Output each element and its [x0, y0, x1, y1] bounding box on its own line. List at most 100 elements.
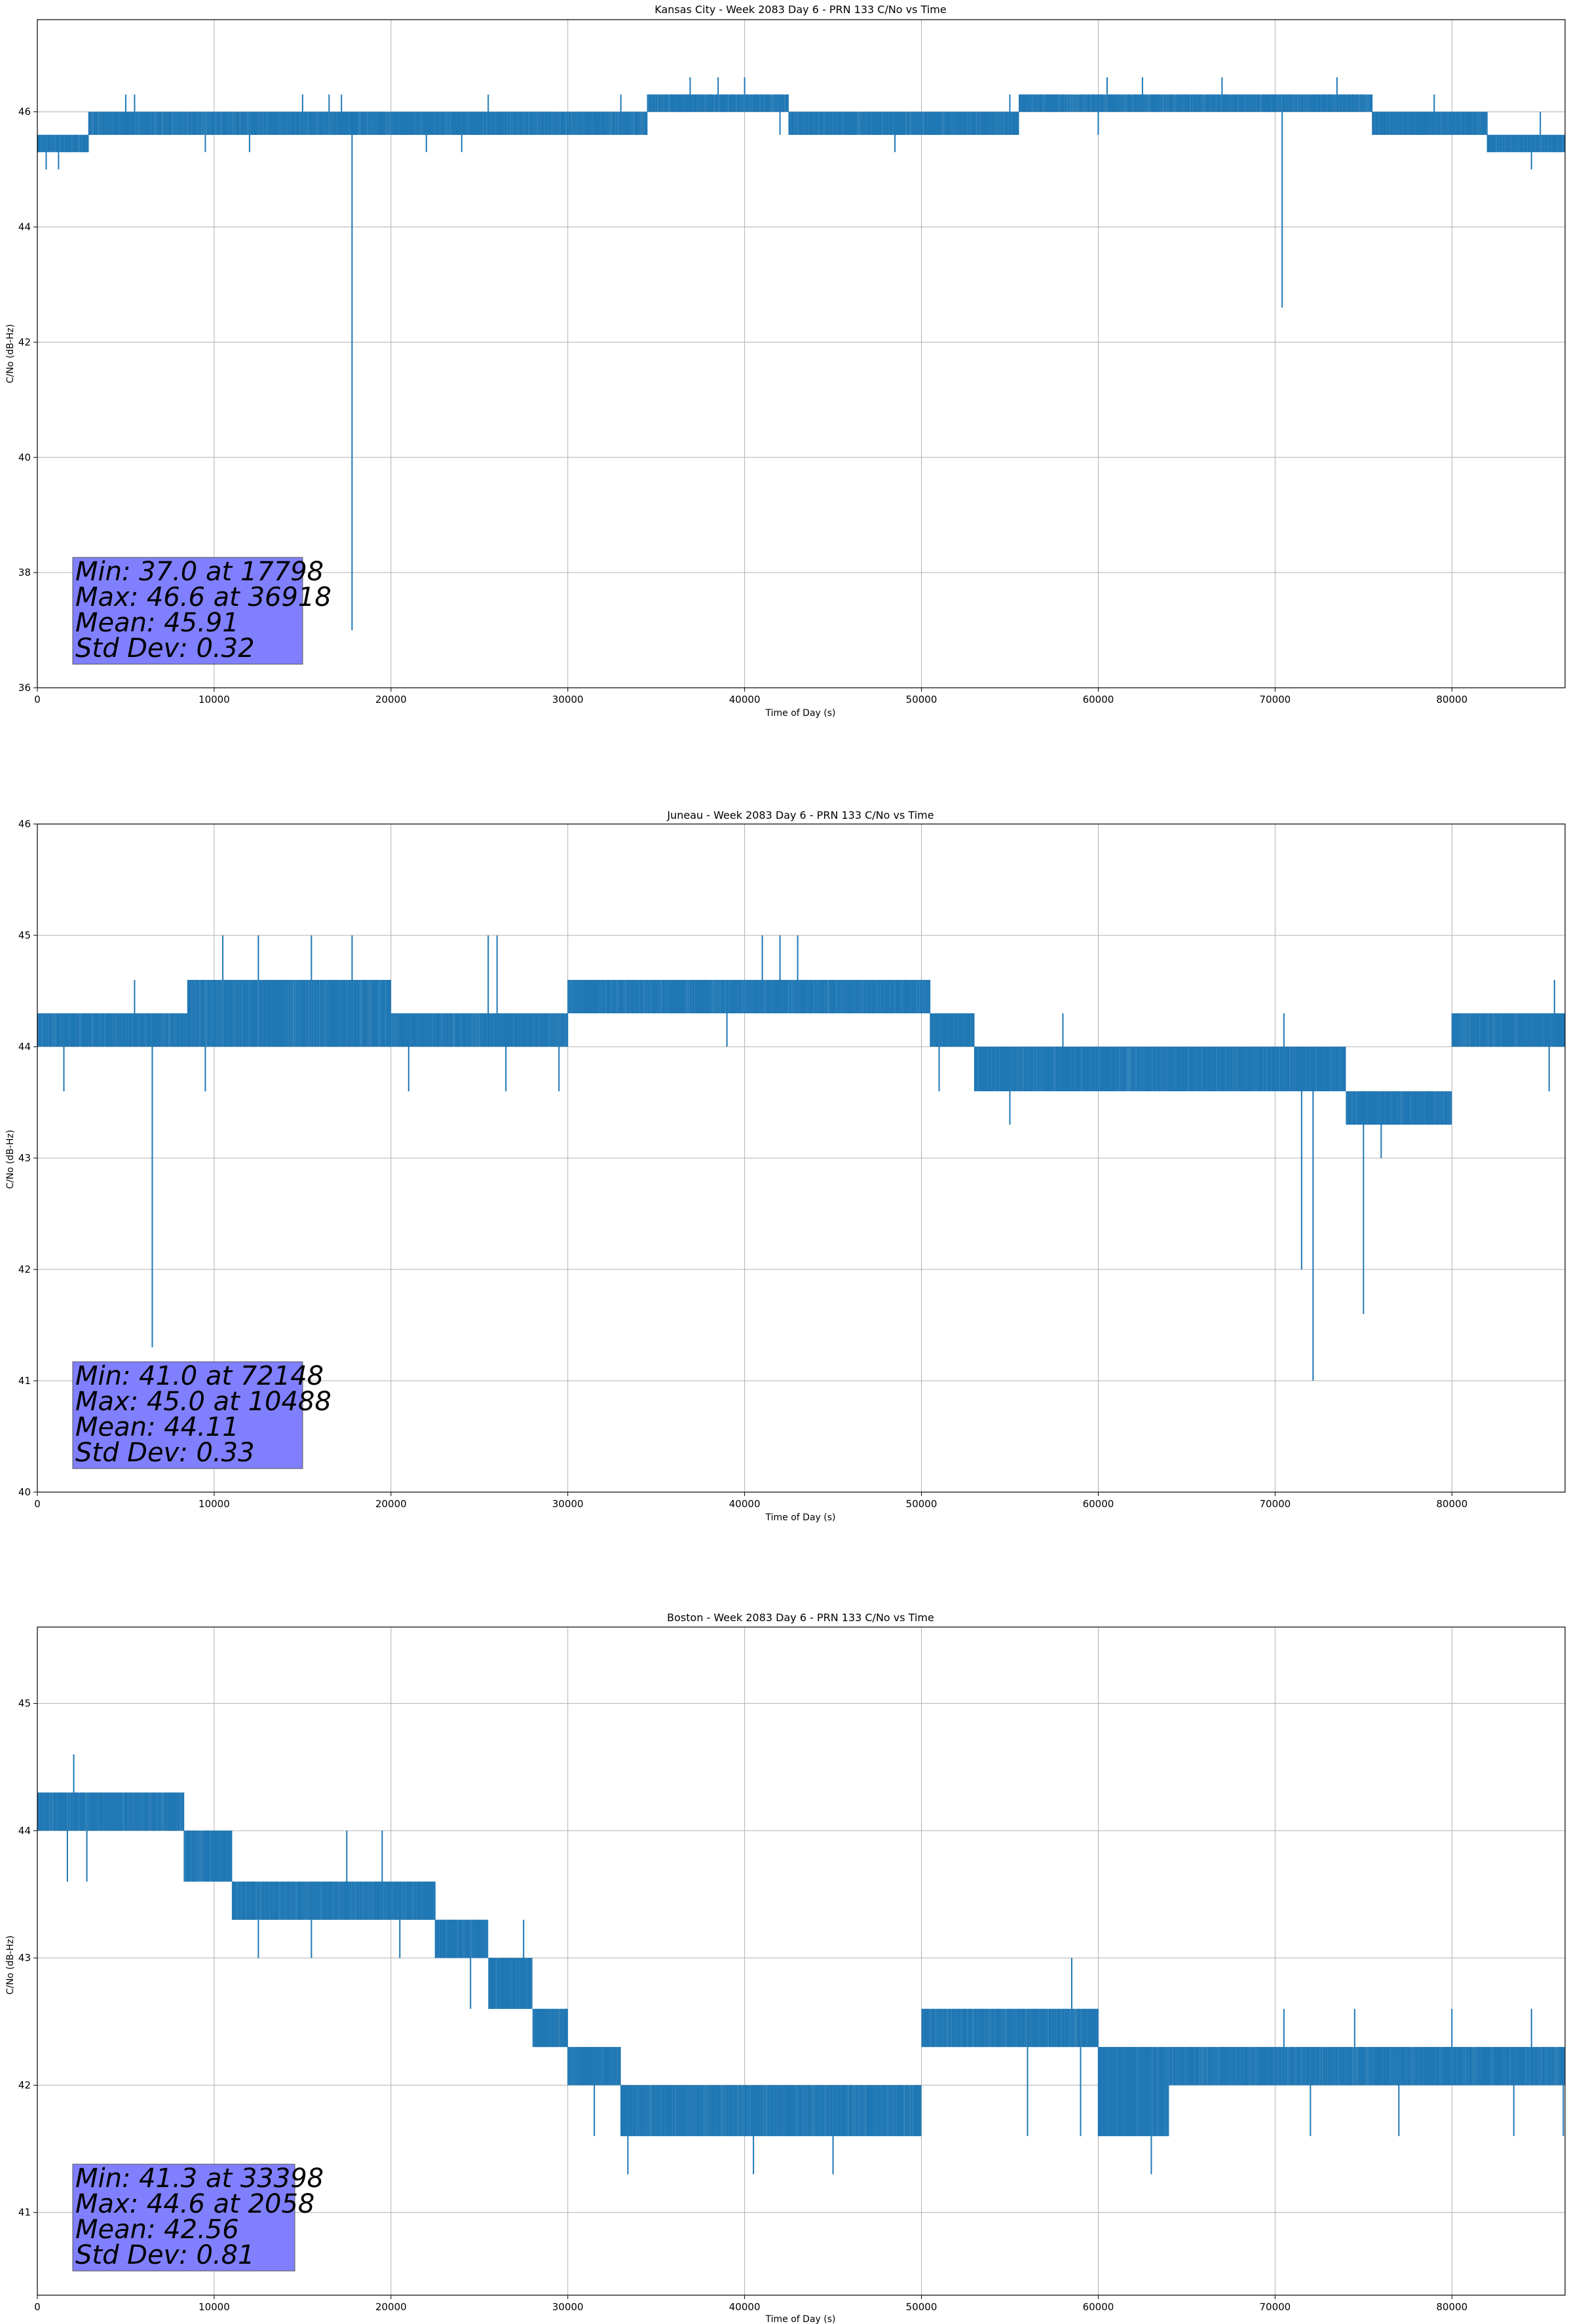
y-axis-label: C/No (dB-Hz) — [5, 324, 16, 383]
chart-title: Kansas City - Week 2083 Day 6 - PRN 133 … — [654, 3, 946, 16]
stats-std: Std Dev: 0.32 — [75, 633, 255, 664]
cno-band — [974, 1047, 1346, 1091]
x-ticks: 0 10000 20000 30000 40000 50000 60000 70000 8000… — [34, 2295, 1467, 2313]
cno-band — [1346, 1091, 1452, 1125]
y-ticks: 41 42 43 44 45 — [18, 1698, 37, 2219]
x-tick-label: 50000 — [906, 2301, 937, 2313]
y-tick-label: 46 — [18, 106, 31, 118]
stats-max: Max: 44.6 at 2058 — [75, 2189, 314, 2219]
y-tick-label: 44 — [18, 1825, 31, 1837]
cno-band — [37, 1013, 188, 1047]
cno-band — [930, 1013, 975, 1047]
x-tick-label: 0 — [34, 2301, 41, 2313]
chart-panel-boston: Boston - Week 2083 Day 6 - PRN 133 C/No … — [5, 1611, 1566, 2324]
y-tick-label: 41 — [18, 2207, 31, 2219]
x-tick-label: 20000 — [375, 2301, 407, 2313]
x-axis-label: Time of Day (s) — [765, 2314, 836, 2324]
stats-box: Min: 41.0 at 72148 Max: 45.0 at 10488 Me… — [72, 1361, 331, 1469]
x-tick-label: 0 — [34, 694, 41, 705]
stats-max: Max: 46.6 at 36918 — [75, 582, 331, 612]
y-tick-label: 40 — [18, 1486, 31, 1498]
x-tick-label: 40000 — [729, 1498, 761, 1510]
y-axis-label: C/No (dB-Hz) — [5, 1130, 16, 1189]
y-tick-label: 42 — [18, 2079, 31, 2091]
cno-band — [647, 94, 789, 112]
x-tick-label: 70000 — [1259, 2301, 1291, 2313]
x-tick-label: 50000 — [906, 694, 937, 705]
x-tick-label: 60000 — [1083, 2301, 1114, 2313]
chart-panel-juneau: Juneau - Week 2083 Day 6 - PRN 133 C/No … — [5, 809, 1566, 1523]
cno-band — [187, 980, 391, 1047]
cno-band — [37, 134, 89, 153]
cno-band — [390, 1013, 568, 1047]
cno-band — [88, 111, 345, 135]
stats-mean: Mean: 45.91 — [75, 608, 239, 638]
y-tick-label: 44 — [18, 1041, 31, 1053]
stats-mean: Mean: 44.11 — [75, 1412, 239, 1442]
chart-panel-kansas-city: Kansas City - Week 2083 Day 6 - PRN 133 … — [5, 3, 1566, 719]
cno-band — [390, 111, 568, 135]
cno-band — [567, 980, 931, 1013]
cno-band — [1018, 94, 1372, 112]
cno-band — [37, 1792, 185, 1831]
x-tick-label: 30000 — [552, 694, 584, 705]
x-ticks: 0 10000 20000 30000 40000 50000 60000 70000 8000… — [34, 688, 1467, 705]
stats-min: Min: 41.0 at 72148 — [75, 1361, 324, 1391]
y-tick-label: 43 — [18, 1152, 31, 1164]
y-tick-label: 42 — [18, 336, 31, 348]
x-tick-label: 20000 — [375, 1498, 407, 1510]
x-tick-label: 40000 — [729, 2301, 761, 2313]
x-tick-label: 10000 — [198, 2301, 230, 2313]
cno-band — [620, 2085, 922, 2137]
cno-band — [231, 1881, 320, 1920]
cno-band — [1169, 2047, 1565, 2086]
y-tick-label: 45 — [18, 929, 31, 941]
x-tick-label: 40000 — [729, 694, 761, 705]
stats-std: Std Dev: 0.81 — [75, 2240, 255, 2270]
plot-frame — [37, 1626, 1566, 2296]
x-tick-label: 80000 — [1436, 1498, 1467, 1510]
data-series — [37, 935, 1566, 1381]
cno-band — [1372, 111, 1488, 135]
x-axis-label: Time of Day (s) — [765, 708, 836, 719]
stats-box: Min: 37.0 at 17798 Max: 46.6 at 36918 Me… — [72, 557, 331, 665]
cno-band — [789, 111, 1019, 135]
x-axis-label: Time of Day (s) — [765, 1512, 836, 1523]
y-tick-label: 42 — [18, 1264, 31, 1275]
cno-band — [1098, 2047, 1169, 2137]
x-tick-label: 0 — [34, 1498, 41, 1510]
x-tick-label: 10000 — [198, 694, 230, 705]
y-tick-label: 44 — [18, 221, 31, 233]
stats-box: Min: 41.3 at 33398 Max: 44.6 at 2058 Mea… — [72, 2164, 324, 2272]
cno-band — [921, 2008, 1099, 2048]
y-axis-label: C/No (dB-Hz) — [5, 1936, 16, 1995]
cno-band — [435, 1919, 489, 1959]
stats-max: Max: 45.0 at 10488 — [75, 1387, 331, 1417]
cno-band — [1487, 134, 1565, 153]
data-series — [37, 1754, 1565, 2175]
stats-mean: Mean: 42.56 — [75, 2215, 239, 2245]
x-tick-label: 30000 — [552, 2301, 584, 2313]
stats-min: Min: 41.3 at 33398 — [75, 2164, 324, 2194]
x-tick-label: 10000 — [198, 1498, 230, 1510]
stats-min: Min: 37.0 at 17798 — [75, 557, 324, 587]
cno-band — [567, 2047, 621, 2086]
cno-band — [488, 1958, 533, 2009]
x-tick-label: 70000 — [1259, 1498, 1291, 1510]
y-tick-label: 41 — [18, 1375, 31, 1387]
cno-band — [567, 111, 648, 135]
plot-frame — [37, 19, 1566, 688]
x-tick-label: 80000 — [1436, 2301, 1467, 2313]
cno-band — [184, 1830, 232, 1882]
y-ticks: 36 38 40 42 44 46 — [18, 106, 37, 694]
x-tick-label: 60000 — [1083, 1498, 1114, 1510]
x-tick-label: 70000 — [1259, 694, 1291, 705]
x-tick-label: 20000 — [375, 694, 407, 705]
cno-band — [320, 1881, 436, 1920]
x-tick-label: 30000 — [552, 1498, 584, 1510]
stats-std: Std Dev: 0.33 — [75, 1438, 255, 1468]
y-ticks: 40 41 42 43 44 45 46 — [18, 818, 37, 1498]
y-tick-label: 36 — [18, 682, 31, 694]
y-tick-label: 46 — [18, 818, 31, 830]
